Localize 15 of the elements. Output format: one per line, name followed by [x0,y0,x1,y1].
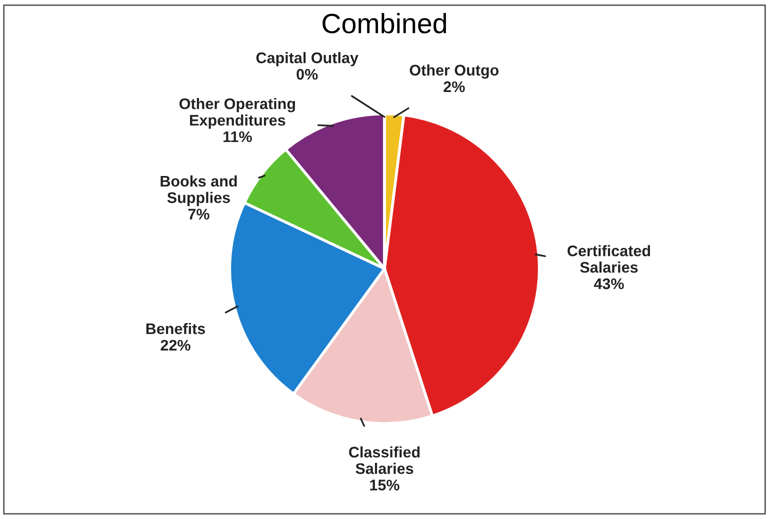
data-label: 7% [188,208,210,220]
category-label: Capital Outlay [256,52,358,66]
data-label: 2% [444,81,465,92]
slice-label: Certificated Salaries [568,245,650,273]
data-label: 15% [370,480,400,490]
data-label: 22% [160,340,190,351]
data-label: 11% [224,131,252,142]
chart-title: Combined [322,12,446,34]
data-label: 43% [594,278,624,290]
slice-label: Benefits [146,322,206,334]
text: 0% [296,68,318,80]
slice-label: Books and Supplies [160,175,237,206]
slice-label: Classified Salaries [349,446,420,474]
slice-label: Other Operating Expenditures [179,98,295,129]
slice-label: Other Outgo [410,64,499,79]
